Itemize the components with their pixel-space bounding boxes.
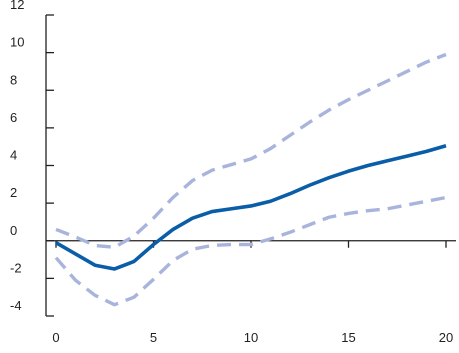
y-tick-label: 12 xyxy=(10,0,24,12)
y-tick-label: 2 xyxy=(10,185,17,200)
y-tick-label: 8 xyxy=(10,72,17,87)
y-tick-label: 10 xyxy=(10,35,24,50)
x-tick-label: 5 xyxy=(150,330,157,345)
x-tick-label: 15 xyxy=(341,330,355,345)
lower-band-line xyxy=(54,195,447,307)
y-tick-label: 6 xyxy=(10,110,17,125)
y-tick-label: -2 xyxy=(10,260,22,275)
y-axis: -4 -2 0 2 4 6 8 10 12 xyxy=(10,0,54,317)
y-tick-label: 4 xyxy=(10,148,17,163)
y-tick-label: -4 xyxy=(10,298,22,313)
x-tick-label: 20 xyxy=(439,330,453,345)
x-tick-label: 0 xyxy=(52,330,59,345)
y-tick-label: 0 xyxy=(10,223,17,238)
estimate-line xyxy=(55,144,447,271)
x-tick-label: 10 xyxy=(244,330,258,345)
upper-band-line xyxy=(55,52,447,250)
x-axis: 0 5 10 15 20 xyxy=(46,240,456,345)
series-lines xyxy=(54,52,447,307)
